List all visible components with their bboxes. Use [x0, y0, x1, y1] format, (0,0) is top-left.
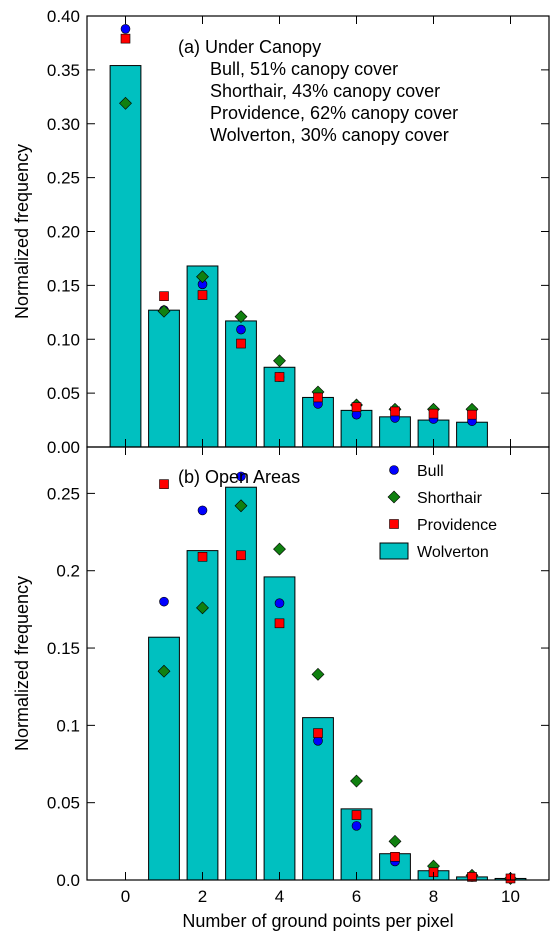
annotation-line: Wolverton, 30% canopy cover: [210, 125, 449, 145]
legend-swatch-wolverton: [379, 542, 409, 560]
y-tick-label: 0.15: [47, 639, 80, 658]
point-providence: [236, 338, 246, 349]
y-axis-label: Normalized frequency: [12, 144, 32, 319]
point-providence: [197, 551, 208, 562]
point-providence: [274, 618, 285, 629]
point-providence: [467, 872, 477, 882]
x-tick-label: 0: [121, 887, 130, 906]
bar-wolverton: [109, 65, 142, 448]
legend-marker-providence: [389, 519, 399, 529]
bar-wolverton: [148, 636, 180, 881]
y-axis-label: Normalized frequency: [12, 576, 32, 751]
y-tick-label: 0.05: [47, 384, 80, 403]
point-providence: [313, 728, 323, 738]
point-providence: [120, 33, 131, 44]
point-shorthair: [388, 834, 402, 848]
plot-frame: [86, 446, 550, 881]
y-tick-label: 0.10: [47, 330, 80, 349]
x-tick-label: 8: [429, 887, 438, 906]
point-shorthair: [119, 96, 132, 110]
y-tick-label: 0.05: [47, 794, 80, 813]
legend-label: Wolverton: [417, 544, 489, 561]
point-providence: [159, 291, 169, 301]
point-shorthair: [157, 664, 171, 678]
y-tick-label: 0.25: [47, 484, 80, 503]
panel-a: 0.00 0.05 0.10 0.15 0.20 0.25 0.30 0.35 0.40 Norm…: [12, 7, 550, 457]
point-providence: [274, 372, 285, 382]
bar-wolverton: [456, 421, 488, 448]
legend-marker-shorthair: [387, 490, 401, 504]
x-tick-label: 4: [275, 887, 284, 906]
point-providence: [390, 852, 400, 862]
point-shorthair: [157, 304, 171, 318]
point-providence: [390, 406, 400, 417]
y-tick-label: 0.00: [47, 438, 80, 457]
annotation-title: (a) Under Canopy: [178, 37, 321, 57]
point-providence: [467, 409, 477, 420]
x-tick-label: 6: [352, 887, 361, 906]
y-tick-label: 0.35: [47, 61, 80, 80]
legend-label: Shorthair: [417, 490, 483, 507]
point-shorthair: [350, 774, 363, 788]
point-shorthair: [234, 499, 248, 513]
point-shorthair: [273, 542, 286, 556]
annotation-title: (b) Open Areas: [178, 467, 300, 487]
point-bull: [236, 471, 246, 482]
point-providence: [351, 810, 362, 820]
point-bull: [159, 596, 169, 607]
panel-b: 0.0 0.05 0.1 0.15 0.2 0.25 Normalized frequenc…: [12, 446, 550, 931]
point-providence: [159, 479, 169, 489]
bar-wolverton: [148, 309, 180, 448]
y-tick-label: 0.1: [56, 716, 80, 735]
point-shorthair: [273, 354, 286, 368]
point-shorthair: [196, 601, 209, 615]
x-tick-label: 10: [501, 887, 520, 906]
y-tick-label: 0.0: [56, 871, 80, 890]
point-shorthair: [196, 270, 209, 284]
point-bull: [236, 324, 246, 335]
point-shorthair: [311, 667, 325, 681]
y-tick-label: 0.15: [47, 276, 80, 295]
y-tick-label: 0.25: [47, 169, 80, 188]
x-tick-label: 2: [198, 887, 207, 906]
y-tick-label: 0.20: [47, 223, 80, 242]
bar-wolverton: [340, 808, 373, 881]
point-providence: [428, 408, 439, 419]
annotation-line: Shorthair, 43% canopy cover: [210, 81, 440, 101]
point-providence: [236, 550, 246, 561]
y-tick-label: 0.40: [47, 7, 80, 26]
x-axis-label: Number of ground points per pixel: [182, 911, 453, 931]
y-tick-label: 0.2: [56, 562, 80, 581]
point-providence: [351, 402, 362, 412]
point-bull: [197, 505, 208, 516]
legend-label: Bull: [417, 463, 444, 480]
annotation-line: Providence, 62% canopy cover: [210, 103, 458, 123]
legend-marker-bull: [389, 465, 399, 475]
point-bull: [351, 821, 362, 831]
point-shorthair: [234, 310, 248, 324]
legend-label: Providence: [417, 517, 497, 534]
annotation-line: Bull, 51% canopy cover: [210, 59, 398, 79]
point-providence: [313, 392, 323, 403]
bar-wolverton: [186, 550, 219, 881]
y-tick-label: 0.30: [47, 115, 80, 134]
bar-wolverton: [302, 396, 334, 448]
point-providence: [197, 290, 208, 300]
legend: Bull Shorthair Providence Wolverton: [379, 463, 497, 561]
bar-wolverton: [225, 486, 257, 881]
point-bull: [274, 598, 285, 608]
point-bull: [120, 24, 131, 34]
